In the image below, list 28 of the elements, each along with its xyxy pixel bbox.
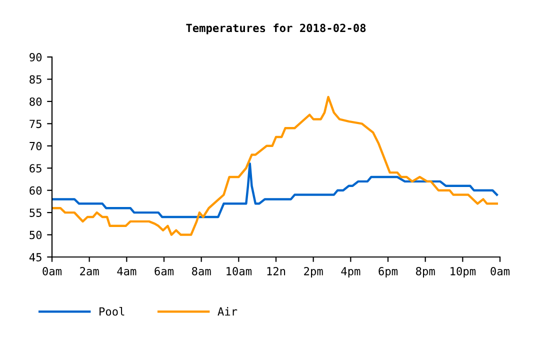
legend-label: Air bbox=[218, 307, 238, 316]
line-series bbox=[52, 162, 498, 218]
legend-label: Pool bbox=[100, 307, 124, 316]
x-tick-label: 10pm bbox=[450, 266, 476, 278]
x-tick-label: 0am bbox=[490, 266, 510, 276]
x-tick-label: 8am bbox=[192, 266, 211, 276]
x-tick-label: 6pm bbox=[378, 266, 398, 278]
x-tick-label: 10am bbox=[226, 266, 252, 276]
y-tick-label: 55 bbox=[30, 208, 42, 217]
x-tick-label: 12n bbox=[267, 266, 286, 276]
y-tick-label: 50 bbox=[30, 230, 42, 240]
x-tick-label: 2pm bbox=[304, 266, 323, 278]
x-tick-label: 2am bbox=[80, 266, 99, 276]
chart-title: Temperatures for 2018-02-08 bbox=[186, 24, 366, 34]
y-tick-label: 75 bbox=[30, 120, 42, 128]
y-tick-label: 70 bbox=[30, 142, 42, 150]
y-tick-label: 65 bbox=[30, 164, 42, 173]
line-series bbox=[52, 96, 498, 236]
y-tick-label: 60 bbox=[30, 186, 42, 195]
x-tick-label: 6am bbox=[154, 266, 174, 276]
y-tick-label: 45 bbox=[29, 253, 42, 262]
x-tick-label: 0am bbox=[42, 266, 62, 276]
x-tick-label: 4am bbox=[117, 267, 136, 276]
y-tick-label: 85 bbox=[30, 75, 42, 84]
x-tick-label: 4pm bbox=[341, 267, 360, 278]
y-tick-label: 80 bbox=[30, 97, 42, 106]
x-tick-label: 8pm bbox=[416, 266, 435, 278]
y-tick-label: 90 bbox=[30, 53, 42, 62]
